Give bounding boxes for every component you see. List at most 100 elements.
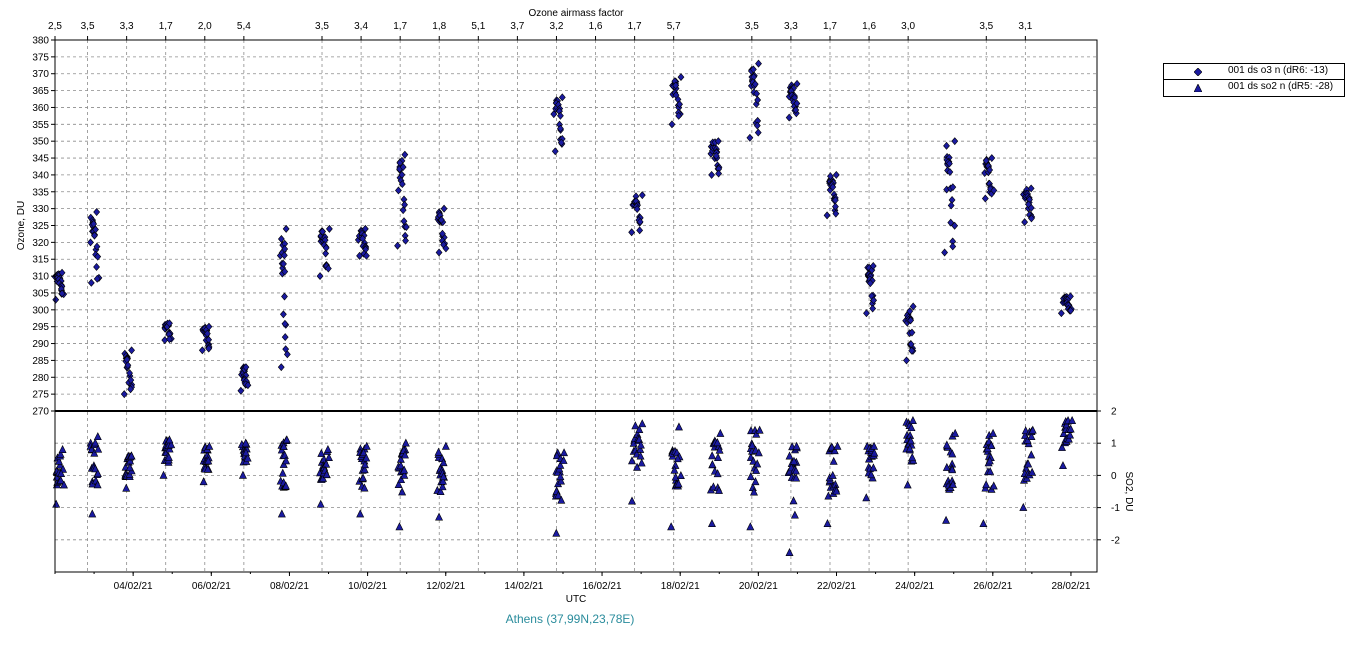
- so2-point: [942, 515, 951, 524]
- ozone-point: [990, 186, 998, 195]
- so2-point: [88, 509, 97, 518]
- so2-point: [556, 472, 565, 481]
- ozone-point: [277, 363, 285, 372]
- legend-item-so2: 001 ds so2 n (dR5: -28): [1164, 80, 1344, 95]
- ozone-tick-label: 275: [32, 390, 49, 401]
- so2-tick-label: 0: [1111, 471, 1117, 482]
- ozone-point: [908, 346, 916, 355]
- ozone-point: [986, 166, 994, 174]
- ozone-point: [557, 138, 565, 147]
- so2-point: [322, 470, 331, 479]
- so2-point: [60, 480, 68, 489]
- top-tick-label: 1,7: [393, 21, 407, 32]
- so2-tick-label: 1: [1111, 439, 1117, 450]
- ozone-point: [359, 234, 367, 243]
- ozone-point: [279, 310, 287, 319]
- ozone-point: [754, 96, 762, 104]
- ozone-point: [1027, 203, 1035, 212]
- station-caption: Athens (37,99N,23,78E): [505, 612, 635, 626]
- so2-point: [674, 479, 683, 488]
- so2-point: [1064, 434, 1073, 443]
- so2-point: [751, 477, 760, 486]
- ozone-point: [675, 111, 683, 120]
- so2-point: [93, 469, 102, 478]
- ozone-point: [943, 141, 950, 150]
- ozone-point: [903, 356, 910, 365]
- so2-point: [632, 449, 641, 458]
- ozone-point: [399, 163, 407, 172]
- ozone-tick-label: 290: [32, 339, 49, 350]
- so2-point: [951, 428, 960, 437]
- so2-point: [869, 463, 878, 472]
- so2-point: [435, 512, 444, 521]
- so2-point: [323, 444, 332, 453]
- top-tick-label: 3,2: [550, 21, 564, 32]
- ozone-point: [198, 346, 206, 355]
- so2-point: [1058, 442, 1066, 451]
- ozone-point: [242, 363, 250, 372]
- ozone-point: [792, 106, 800, 114]
- ozone-point: [1057, 309, 1065, 318]
- ozone-point: [440, 204, 448, 213]
- ozone-point: [988, 154, 996, 163]
- ozone-point: [205, 322, 213, 331]
- ozone-point: [281, 292, 288, 301]
- ozone-point: [746, 133, 754, 142]
- ozone-point: [363, 251, 370, 260]
- so2-point: [908, 415, 917, 424]
- ozone-tick-label: 305: [32, 288, 49, 299]
- ozone-point: [281, 245, 289, 253]
- so2-point: [204, 456, 213, 465]
- ozone-point: [636, 217, 644, 226]
- so2-point: [167, 440, 176, 449]
- so2-point: [165, 435, 174, 444]
- so2-point: [746, 472, 755, 481]
- so2-point: [554, 490, 563, 499]
- so2-point: [243, 453, 252, 462]
- ozone-point: [322, 249, 330, 258]
- so2-point: [907, 423, 916, 432]
- ozone-point: [1021, 218, 1029, 227]
- ozone-point: [951, 221, 959, 230]
- so2-point: [436, 487, 445, 495]
- ozone-axis-title: Ozone, DU: [16, 201, 27, 250]
- so2-point: [827, 442, 836, 451]
- so2-point: [752, 465, 761, 474]
- so2-point: [282, 435, 291, 444]
- ozone-point: [948, 196, 956, 204]
- ozone-point: [316, 272, 324, 281]
- ozone-point: [946, 159, 953, 168]
- ozone-tick-label: 360: [32, 103, 49, 114]
- ozone-tick-label: 295: [32, 322, 49, 333]
- so2-point: [755, 425, 764, 434]
- ozone-point: [126, 369, 133, 378]
- top-tick-label: 1,7: [823, 21, 837, 32]
- ozone-point: [677, 73, 685, 82]
- ozone-point: [863, 309, 870, 318]
- ozone-point: [437, 216, 445, 224]
- so2-point: [282, 456, 291, 465]
- ozone-point: [869, 262, 877, 270]
- so2-point: [441, 441, 450, 450]
- so2-point: [631, 421, 640, 430]
- so2-point: [628, 456, 636, 465]
- ozone-point: [322, 243, 330, 252]
- date-tick-label: 24/02/21: [895, 581, 934, 592]
- so2-point: [324, 453, 333, 462]
- ozone-point: [557, 111, 564, 120]
- top-tick-label: 2,0: [198, 21, 212, 32]
- ozone-tick-label: 375: [32, 52, 49, 63]
- so2-point: [52, 499, 61, 508]
- so2-point: [671, 460, 680, 469]
- ozone-point: [325, 224, 333, 233]
- so2-point: [633, 462, 642, 471]
- ozone-point: [793, 79, 801, 88]
- ozone-point: [866, 279, 874, 288]
- ozone-point: [127, 376, 135, 385]
- date-tick-label: 16/02/21: [583, 581, 622, 592]
- so2-point: [356, 509, 365, 518]
- ozone-point: [550, 110, 558, 119]
- ozone-point: [908, 328, 916, 337]
- so2-point: [713, 438, 722, 447]
- so2-point: [557, 495, 566, 504]
